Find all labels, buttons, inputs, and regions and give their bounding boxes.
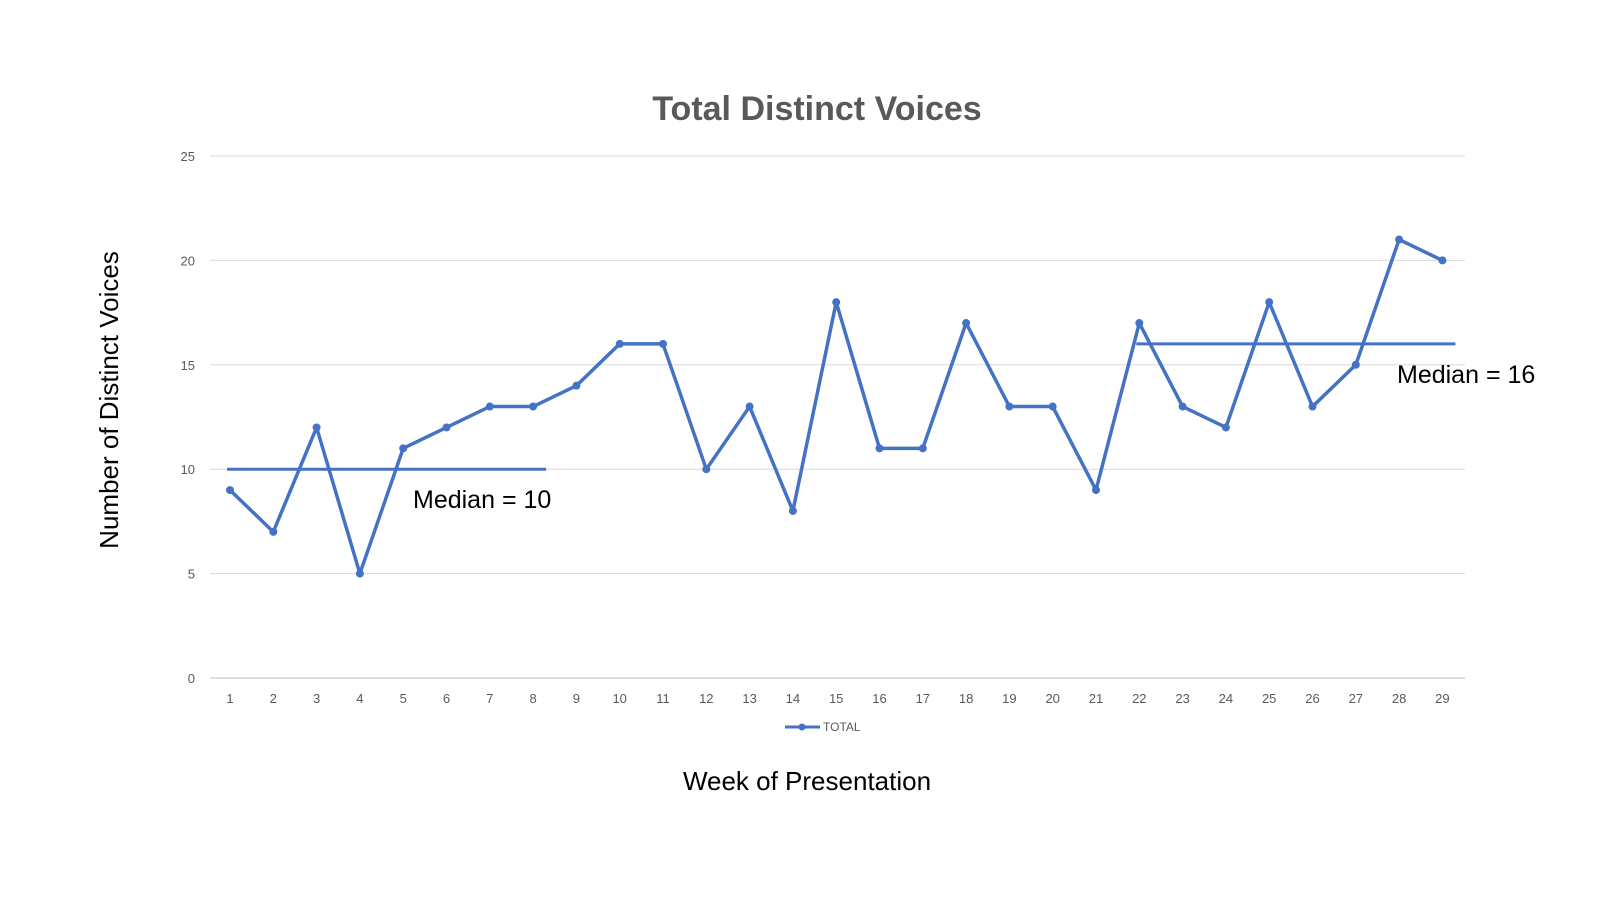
data-point	[1395, 235, 1404, 244]
data-point	[875, 444, 884, 453]
legend-label: TOTAL	[823, 720, 861, 734]
x-tick-label: 13	[742, 691, 756, 706]
x-tick-label: 5	[400, 691, 407, 706]
y-tick-label: 20	[181, 253, 195, 268]
data-point	[572, 381, 581, 390]
data-point	[1221, 423, 1230, 432]
y-tick-label: 0	[188, 671, 195, 686]
x-tick-label: 14	[786, 691, 800, 706]
x-tick-label: 26	[1305, 691, 1319, 706]
x-tick-label: 19	[1002, 691, 1016, 706]
data-point	[832, 298, 841, 307]
data-point	[355, 569, 364, 578]
x-tick-label: 21	[1089, 691, 1103, 706]
y-tick-label: 15	[181, 358, 195, 373]
series-total	[226, 235, 1447, 578]
data-point	[1135, 319, 1144, 328]
data-point	[745, 402, 754, 411]
y-tick-label: 5	[188, 567, 195, 582]
data-point	[615, 339, 624, 348]
data-point	[485, 402, 494, 411]
gridlines	[210, 155, 1465, 679]
x-tick-label: 9	[573, 691, 580, 706]
data-point	[1178, 402, 1187, 411]
median-label-2: Median = 16	[1397, 361, 1535, 389]
series-line	[228, 237, 1444, 576]
x-tick-label: 12	[699, 691, 713, 706]
legend: TOTAL	[785, 720, 861, 734]
x-tick-label: 20	[1045, 691, 1059, 706]
data-point	[442, 423, 451, 432]
x-tick-label: 24	[1219, 691, 1233, 706]
x-axis-label: Week of Presentation	[683, 766, 931, 796]
x-tick-label: 22	[1132, 691, 1146, 706]
x-tick-label: 15	[829, 691, 843, 706]
x-tick-label: 1	[226, 691, 233, 706]
y-tick-label: 10	[181, 462, 195, 477]
x-tick-label: 18	[959, 691, 973, 706]
data-point	[1438, 256, 1447, 265]
x-tick-label: 28	[1392, 691, 1406, 706]
x-tick-label: 27	[1349, 691, 1363, 706]
x-tick-label: 29	[1435, 691, 1449, 706]
data-point	[1092, 486, 1100, 495]
data-point	[962, 319, 971, 328]
x-tick-label: 11	[656, 691, 670, 706]
data-point	[702, 465, 711, 474]
x-tick-label: 23	[1175, 691, 1189, 706]
legend-point-marker	[798, 723, 806, 731]
data-point	[269, 527, 278, 536]
y-tick-label: 25	[181, 149, 195, 164]
data-point	[529, 402, 538, 411]
x-tick-label: 17	[916, 691, 930, 706]
data-point	[226, 486, 234, 495]
data-point	[918, 444, 927, 453]
y-axis-label: Number of Distinct Voices	[94, 251, 124, 549]
y-axis-ticks: 0 5 10 15 20 25	[181, 149, 195, 686]
x-axis-ticks: 1 2 3 4 5 6 7 8 9 10 11 12 13 14 15 16 17 18 19 20 21 22 23 24 2…	[226, 691, 1449, 706]
x-tick-label: 7	[486, 691, 493, 706]
data-point	[1005, 402, 1014, 411]
x-tick-label: 4	[356, 691, 363, 706]
data-point	[1308, 402, 1317, 411]
x-tick-label: 2	[270, 691, 277, 706]
x-tick-label: 8	[529, 691, 536, 706]
data-point	[788, 506, 797, 515]
data-point	[1351, 360, 1360, 369]
data-point	[1265, 298, 1274, 307]
data-point	[659, 339, 667, 348]
chart-title: Total Distinct Voices	[652, 90, 981, 128]
x-tick-label: 3	[313, 691, 320, 706]
x-tick-label: 16	[872, 691, 886, 706]
x-tick-label: 25	[1262, 691, 1276, 706]
data-point	[312, 423, 321, 432]
median-label-1: Median = 10	[413, 486, 551, 514]
median-lines	[227, 342, 1456, 471]
data-point	[1048, 402, 1057, 411]
x-tick-label: 10	[612, 691, 626, 706]
x-tick-label: 6	[443, 691, 450, 706]
data-point	[399, 444, 408, 453]
